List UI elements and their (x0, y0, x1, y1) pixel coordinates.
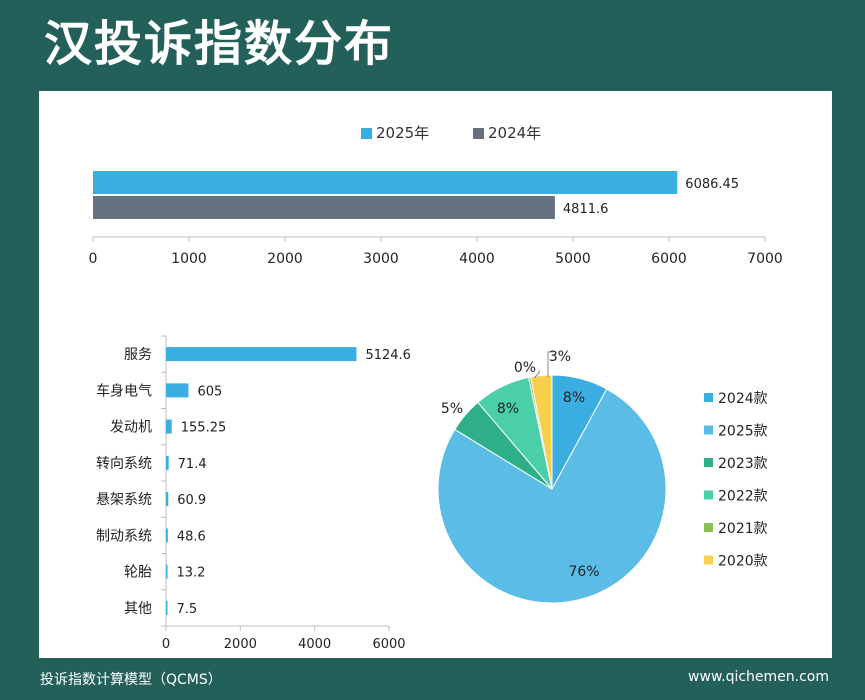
data-label-series-0: 6086.45 (685, 177, 739, 192)
data-label-0: 5124.6 (365, 348, 411, 363)
data-label-6: 13.2 (177, 566, 206, 581)
legend-swatch-1 (473, 128, 484, 139)
x-tick-label-6: 6000 (651, 251, 687, 267)
pie-legend-label-2: 2023款 (718, 456, 768, 472)
bar-1 (166, 383, 189, 398)
bar-4 (166, 492, 169, 507)
data-label-5: 48.6 (177, 529, 206, 544)
pie-legend-swatch-3 (704, 490, 713, 500)
category-label-5: 制动系统 (96, 528, 152, 544)
leader-line-4 (533, 370, 540, 379)
data-label-4: 60.9 (177, 493, 206, 508)
x-tick-label-2: 2000 (267, 251, 303, 267)
bar-3 (166, 455, 169, 470)
bar-series-0 (93, 171, 678, 194)
pie-label-2: 5% (441, 401, 463, 417)
x-tick-label-3: 3000 (363, 251, 399, 267)
pie-legend-label-0: 2024款 (718, 391, 768, 407)
bar-7 (166, 600, 168, 615)
bar-6 (166, 564, 168, 579)
pie-slice-1 (437, 388, 667, 604)
category-label-7: 其他 (124, 601, 152, 617)
legend-swatch-0 (361, 128, 372, 139)
pie-label-3: 8% (497, 401, 519, 417)
chart-panel: 2025年 2024年 6086.45 4811.6 0 1000 2000 3000 4000… (39, 91, 832, 658)
pie-legend-swatch-4 (704, 523, 713, 532)
category-label-0: 服务 (124, 347, 152, 363)
pie-legend-swatch-0 (704, 393, 713, 402)
x-tick-label-7: 7000 (747, 251, 783, 267)
footer-model-name: 投诉指数计算模型（QCMS） (40, 672, 222, 688)
bar-5 (166, 528, 168, 543)
pie-slice-5 (530, 374, 553, 490)
data-label-3: 71.4 (178, 457, 207, 472)
x-tick-label-2: 4000 (298, 637, 331, 652)
legend-label-0: 2025年 (376, 124, 429, 142)
pie-legend-swatch-2 (704, 458, 713, 467)
x-tick-label-0: 0 (89, 251, 98, 267)
pie-label-5: 3% (549, 349, 571, 365)
data-label-1: 605 (197, 384, 222, 399)
bar-series-1 (93, 196, 555, 219)
x-tick-label-0: 0 (162, 637, 170, 652)
x-tick-label-4: 4000 (459, 251, 495, 267)
data-label-2: 155.25 (181, 421, 227, 436)
pie-legend-label-3: 2022款 (718, 489, 768, 505)
pie-legend-swatch-1 (704, 425, 713, 435)
bar-0 (166, 347, 357, 362)
category-label-2: 发动机 (110, 420, 152, 436)
charts-svg: 2025年 2024年 6086.45 4811.6 0 1000 2000 3000 4000… (89, 124, 783, 652)
bar-2 (166, 419, 172, 434)
pie-label-0: 8% (563, 390, 585, 406)
x-tick-label-5: 5000 (555, 251, 591, 267)
page-title: 汉投诉指数分布 (44, 16, 395, 72)
x-tick-label-3: 6000 (372, 637, 405, 652)
data-label-7: 7.5 (177, 602, 198, 617)
x-tick-label-1: 2000 (224, 637, 257, 652)
pie-legend-swatch-5 (704, 555, 713, 565)
pie-legend-label-1: 2025款 (718, 424, 768, 440)
pie-legend-label-4: 2021款 (718, 521, 768, 537)
category-label-1: 车身电气 (96, 382, 152, 399)
category-label-4: 悬架系统 (96, 492, 152, 508)
leader-line-5 (547, 351, 553, 377)
pie-legend-label-5: 2020款 (718, 554, 768, 570)
category-label-3: 转向系统 (96, 456, 152, 472)
pie-label-4: 0% (514, 360, 536, 376)
legend-label-1: 2024年 (488, 124, 541, 142)
footer-website: www.qichemen.com (688, 669, 829, 685)
data-label-series-1: 4811.6 (563, 202, 609, 217)
category-label-6: 轮胎 (124, 565, 152, 581)
x-tick-label-1: 1000 (171, 251, 207, 267)
pie-label-1: 76% (568, 564, 599, 580)
